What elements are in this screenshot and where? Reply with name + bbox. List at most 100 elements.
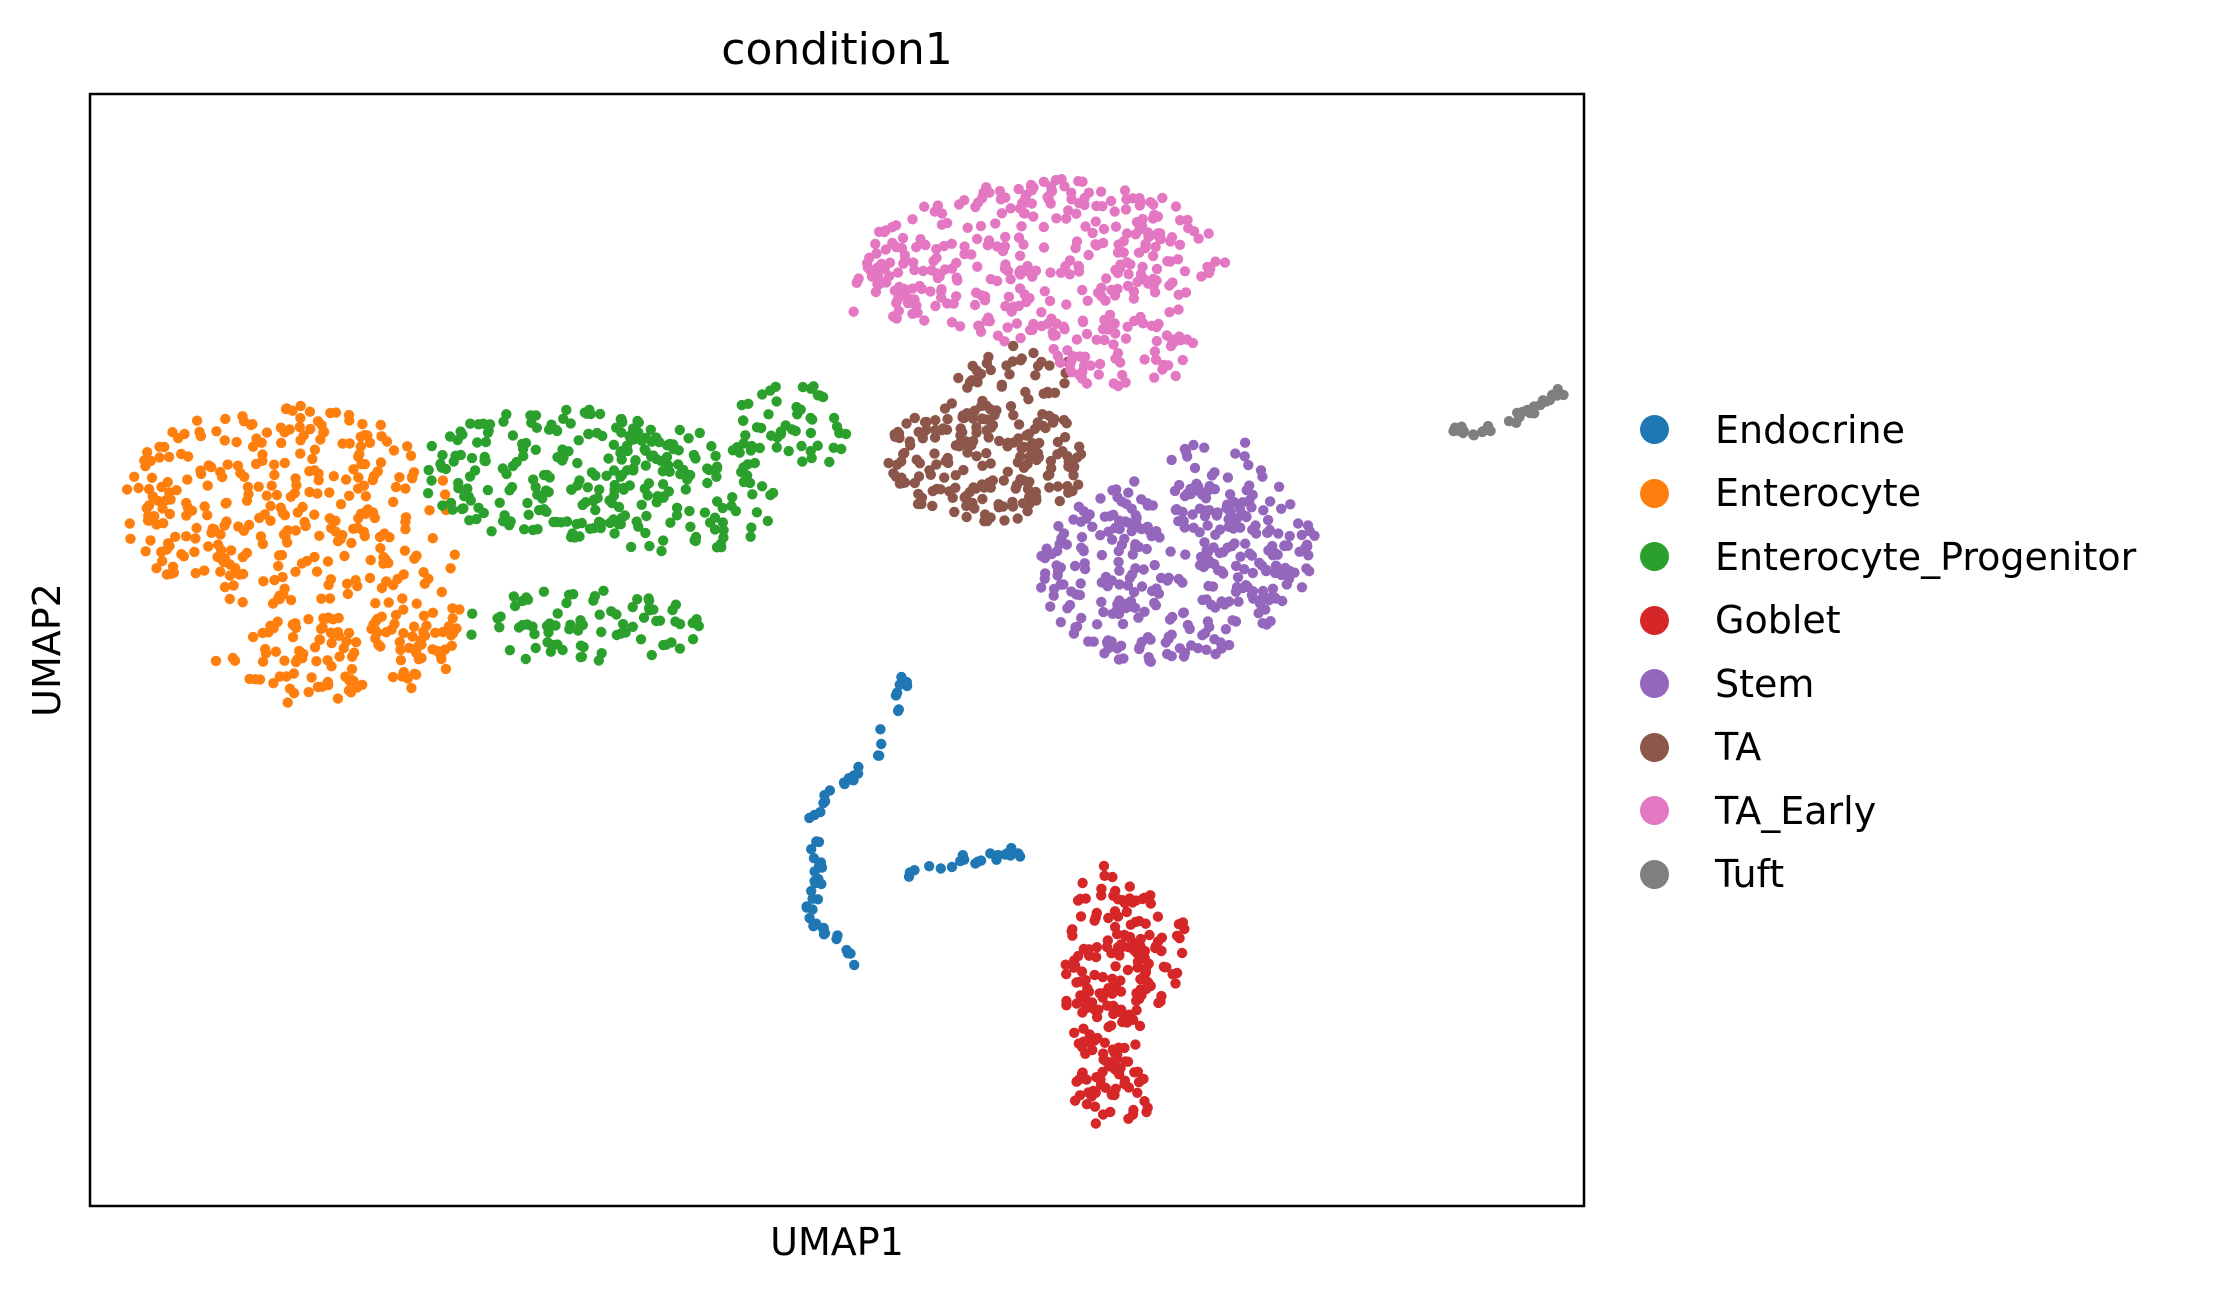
scatter-point bbox=[1011, 318, 1023, 329]
scatter-point bbox=[1002, 437, 1014, 448]
scatter-point bbox=[1210, 529, 1221, 540]
scatter-point bbox=[1004, 369, 1015, 380]
legend-item-stem: Stem bbox=[1640, 652, 2136, 716]
scatter-point bbox=[1016, 221, 1027, 232]
scatter-point bbox=[195, 465, 206, 476]
scatter-point bbox=[1108, 1000, 1119, 1011]
scatter-point bbox=[237, 411, 248, 422]
scatter-point bbox=[279, 655, 290, 666]
scatter-point bbox=[1123, 487, 1134, 498]
scatter-point bbox=[1130, 1039, 1141, 1050]
scatter-point bbox=[797, 456, 808, 467]
scatter-point bbox=[1199, 537, 1210, 548]
scatter-point bbox=[957, 412, 968, 423]
scatter-point bbox=[1038, 221, 1050, 233]
scatter-point bbox=[1075, 578, 1086, 589]
scatter-point bbox=[974, 321, 985, 332]
scatter-point bbox=[203, 541, 214, 552]
scatter-point bbox=[437, 475, 449, 486]
scatter-point bbox=[1178, 607, 1190, 618]
scatter-point bbox=[577, 499, 588, 511]
scatter-point bbox=[874, 750, 885, 761]
scatter-point bbox=[1090, 1118, 1102, 1129]
scatter-point bbox=[718, 525, 729, 536]
scatter-point bbox=[909, 412, 920, 424]
scatter-point bbox=[527, 621, 538, 632]
scatter-point bbox=[576, 651, 588, 662]
scatter-point bbox=[938, 240, 950, 252]
scatter-point bbox=[334, 651, 345, 662]
scatter-point bbox=[1013, 433, 1024, 444]
series-ta-early bbox=[848, 174, 1231, 392]
scatter-point bbox=[1115, 986, 1127, 997]
scatter-point bbox=[1112, 348, 1124, 359]
scatter-point bbox=[129, 471, 140, 482]
scatter-point bbox=[552, 608, 563, 619]
scatter-point bbox=[1258, 505, 1269, 516]
scatter-point bbox=[1120, 204, 1132, 215]
scatter-point bbox=[907, 214, 918, 225]
scatter-point bbox=[1050, 330, 1061, 341]
legend-label: Stem bbox=[1715, 661, 1815, 706]
scatter-point bbox=[939, 472, 950, 483]
scatter-point bbox=[357, 679, 368, 690]
scatter-point bbox=[273, 550, 285, 561]
scatter-point bbox=[611, 422, 622, 433]
scatter-point bbox=[1045, 267, 1056, 278]
scatter-point bbox=[1096, 549, 1108, 561]
scatter-point bbox=[1058, 321, 1069, 332]
scatter-point bbox=[561, 597, 572, 609]
scatter-point bbox=[1062, 481, 1073, 492]
scatter-point bbox=[1095, 186, 1107, 197]
scatter-point bbox=[1108, 339, 1119, 350]
scatter-point bbox=[341, 578, 353, 589]
scatter-point bbox=[643, 593, 654, 604]
scatter-point bbox=[1091, 1072, 1102, 1083]
scatter-point bbox=[901, 418, 912, 429]
scatter-point bbox=[1089, 1101, 1101, 1112]
scatter-point bbox=[961, 511, 972, 523]
scatter-point bbox=[801, 901, 812, 912]
scatter-point bbox=[1182, 214, 1193, 226]
scatter-point bbox=[1257, 592, 1269, 603]
scatter-point bbox=[372, 466, 383, 477]
scatter-point bbox=[530, 444, 541, 455]
scatter-point bbox=[1088, 636, 1099, 647]
scatter-point bbox=[162, 476, 173, 488]
scatter-point bbox=[364, 437, 376, 448]
scatter-point bbox=[1010, 483, 1021, 494]
scatter-point bbox=[1151, 526, 1162, 537]
scatter-point bbox=[1117, 618, 1129, 630]
scatter-point bbox=[1243, 459, 1254, 471]
scatter-point bbox=[1064, 364, 1076, 375]
scatter-point bbox=[1086, 997, 1098, 1008]
scatter-point bbox=[1030, 486, 1042, 498]
scatter-point bbox=[1166, 232, 1178, 243]
scatter-point bbox=[1129, 1067, 1140, 1078]
scatter-point bbox=[993, 499, 1004, 510]
scatter-point bbox=[738, 476, 750, 488]
scatter-point bbox=[557, 644, 568, 656]
scatter-point bbox=[575, 640, 587, 651]
scatter-point bbox=[946, 317, 958, 328]
scatter-point bbox=[309, 642, 321, 653]
scatter-point bbox=[1537, 395, 1549, 406]
scatter-point bbox=[1045, 601, 1056, 612]
scatter-point bbox=[395, 644, 406, 655]
scatter-point bbox=[994, 185, 1006, 197]
scatter-point bbox=[1123, 269, 1134, 280]
scatter-point bbox=[1212, 507, 1223, 518]
scatter-point bbox=[897, 232, 909, 244]
scatter-point bbox=[1246, 589, 1258, 601]
scatter-point bbox=[1097, 992, 1108, 1003]
scatter-point bbox=[157, 503, 168, 514]
scatter-point bbox=[1179, 266, 1191, 277]
scatter-point bbox=[238, 525, 250, 536]
scatter-point bbox=[657, 479, 669, 490]
scatter-point bbox=[996, 381, 1007, 392]
scatter-point bbox=[333, 612, 344, 624]
scatter-point bbox=[611, 629, 622, 641]
scatter-point bbox=[786, 424, 798, 435]
scatter-point bbox=[210, 655, 222, 667]
scatter-point bbox=[215, 566, 226, 577]
